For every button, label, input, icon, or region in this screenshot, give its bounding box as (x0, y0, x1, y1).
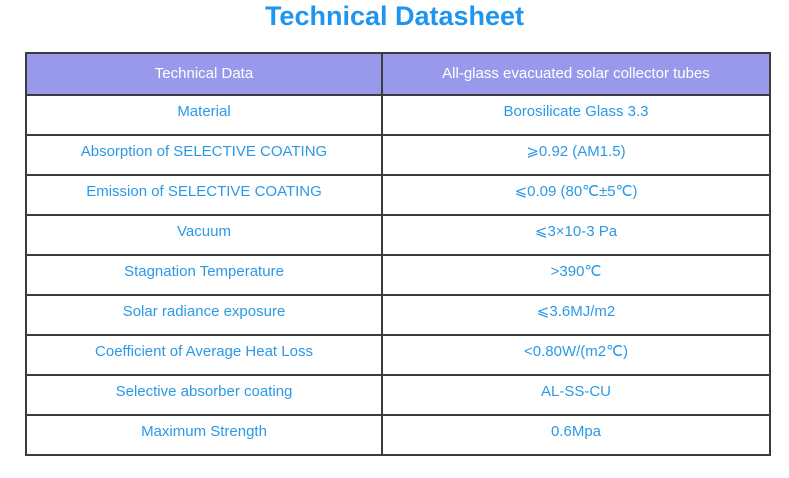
row-value: >390℃ (381, 253, 771, 296)
table-row: Emission of SELECTIVE COATING ⩽0.09 (80℃… (25, 173, 771, 216)
row-label: Solar radiance exposure (25, 293, 383, 336)
row-value: ⩽3.6MJ/m2 (381, 293, 771, 336)
technical-datasheet-table: Technical Data All-glass evacuated solar… (25, 51, 771, 456)
table-row: Coefficient of Average Heat Loss <0.80W/… (25, 333, 771, 376)
row-label: Emission of SELECTIVE COATING (25, 173, 383, 216)
row-value: ⩽3×10-3 Pa (381, 213, 771, 256)
page-title: Technical Datasheet (264, 1, 525, 31)
table-row: Stagnation Temperature >390℃ (25, 253, 771, 296)
row-value: AL-SS-CU (381, 373, 771, 416)
row-label: Maximum Strength (25, 413, 383, 456)
table-row: Absorption of SELECTIVE COATING ⩾0.92 (A… (25, 133, 771, 176)
table-row: Maximum Strength 0.6Mpa (25, 413, 771, 456)
row-value: Borosilicate Glass 3.3 (381, 93, 771, 136)
row-label: Stagnation Temperature (25, 253, 383, 296)
table-row: Selective absorber coating AL-SS-CU (25, 373, 771, 416)
table-row: Solar radiance exposure ⩽3.6MJ/m2 (25, 293, 771, 336)
row-label: Material (25, 93, 383, 136)
table-row: Material Borosilicate Glass 3.3 (25, 93, 771, 136)
row-value: 0.6Mpa (381, 413, 771, 456)
table-row: Vacuum ⩽3×10-3 Pa (25, 213, 771, 256)
row-value: ⩾0.92 (AM1.5) (381, 133, 771, 176)
row-label: Coefficient of Average Heat Loss (25, 333, 383, 376)
header-cell-technical-data: Technical Data (25, 51, 383, 96)
row-label: Selective absorber coating (25, 373, 383, 416)
row-label: Absorption of SELECTIVE COATING (25, 133, 383, 176)
row-value: ⩽0.09 (80℃±5℃) (381, 173, 771, 216)
row-value: <0.80W/(m2℃) (381, 333, 771, 376)
table-header-row: Technical Data All-glass evacuated solar… (25, 51, 771, 96)
row-label: Vacuum (25, 213, 383, 256)
header-cell-product-name: All-glass evacuated solar collector tube… (381, 51, 771, 96)
